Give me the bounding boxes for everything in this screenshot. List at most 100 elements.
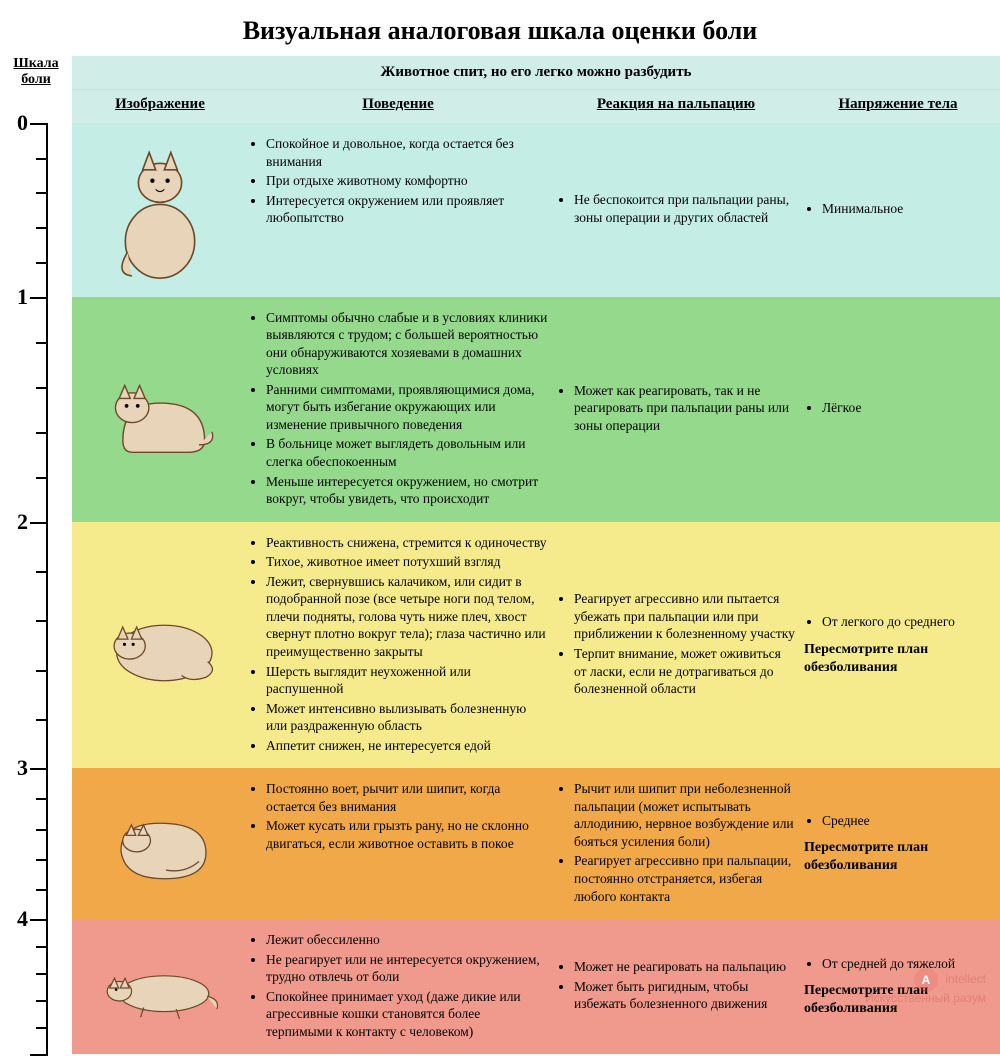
pain-level-row-0: Спокойное и довольное, когда остается бе… bbox=[72, 123, 1000, 297]
col-header-behavior: Поведение bbox=[248, 96, 548, 113]
ruler-minor-tick bbox=[36, 158, 48, 160]
scale-axis-label: Шкалаболи bbox=[8, 56, 64, 88]
ruler-minor-tick bbox=[36, 227, 48, 229]
ruler-minor-tick bbox=[36, 342, 48, 344]
tension-cell: От средней до тяжелой Пересмотрите план о… bbox=[804, 929, 992, 1042]
ruler-major-tick bbox=[30, 768, 48, 770]
behavior-item: Ранними симптомами, проявляющимися дома,… bbox=[266, 381, 548, 434]
ruler-number-0: 0 bbox=[17, 110, 28, 136]
ruler-minor-tick bbox=[36, 620, 48, 622]
behavior-cell: Постоянно воет, рычит или шипит, когда о… bbox=[248, 778, 548, 907]
behavior-cell: Лежит обессиленно Не реагирует или не инт… bbox=[248, 929, 548, 1042]
ruler-minor-tick bbox=[36, 889, 48, 891]
tension-cell: Лёгкое bbox=[804, 307, 992, 510]
behavior-item: Спокойнее принимает уход (даже дикие или… bbox=[266, 988, 548, 1041]
ruler-minor-tick bbox=[36, 1027, 48, 1029]
behavior-item: Меньше интересуется окружением, но смотр… bbox=[266, 473, 548, 508]
behavior-cell: Реактивность снижена, стремится к одиноч… bbox=[248, 532, 548, 757]
cat-sitting-icon bbox=[95, 133, 225, 285]
tension-item: Лёгкое bbox=[822, 399, 992, 417]
cat-hunched-icon bbox=[95, 352, 225, 463]
header-band: Животное спит, но его легко можно разбуд… bbox=[72, 56, 1000, 90]
ruler-minor-tick bbox=[36, 477, 48, 479]
ruler-minor-tick bbox=[36, 798, 48, 800]
behavior-item: Может кусать или грызть рану, но не скло… bbox=[266, 817, 548, 852]
ruler-number-4: 4 bbox=[17, 906, 28, 932]
tension-cell: Минимальное bbox=[804, 133, 992, 285]
ruler-number-2: 2 bbox=[17, 509, 28, 535]
reassess-note: Пересмотрите план обезболивания bbox=[804, 982, 992, 1018]
cat-image-cell bbox=[80, 778, 240, 907]
ruler-number-1: 1 bbox=[17, 284, 28, 310]
ruler-minor-tick bbox=[36, 571, 48, 573]
ruler-minor-tick bbox=[36, 973, 48, 975]
palpation-item: Реагирует агрессивно или пытается убежат… bbox=[574, 590, 796, 643]
palpation-cell: Может как реагировать, так и не реагиров… bbox=[556, 307, 796, 510]
palpation-item: Может как реагировать, так и не реагиров… bbox=[574, 382, 796, 435]
content-area: Животное спит, но его легко можно разбуд… bbox=[72, 56, 1000, 1054]
behavior-item: В больнице может выглядеть довольным или… bbox=[266, 435, 548, 470]
palpation-item: Терпит внимание, может оживиться от ласк… bbox=[574, 645, 796, 698]
pain-level-row-3: Постоянно воет, рычит или шипит, когда о… bbox=[72, 768, 1000, 919]
cat-image-cell bbox=[80, 532, 240, 757]
palpation-item: Может быть ригидным, чтобы избежать боле… bbox=[574, 978, 796, 1013]
tension-item: Среднее bbox=[822, 812, 992, 830]
behavior-item: Лежит обессиленно bbox=[266, 931, 548, 949]
behavior-item: Интересуется окружением или проявляет лю… bbox=[266, 192, 548, 227]
tension-cell: Среднее Пересмотрите план обезболивания bbox=[804, 778, 992, 907]
ruler-major-tick bbox=[30, 522, 48, 524]
behavior-item: Реактивность снижена, стремится к одиноч… bbox=[266, 534, 548, 552]
palpation-cell: Не беспокоится при пальпации раны, зоны … bbox=[556, 133, 796, 285]
behavior-item: При отдыхе животному комфортно bbox=[266, 172, 548, 190]
palpation-item: Может не реагировать на пальпацию bbox=[574, 958, 796, 976]
palpation-cell: Рычит или шипит при неболезненной пальпа… bbox=[556, 778, 796, 907]
behavior-item: Аппетит снижен, не интересуется едой bbox=[266, 737, 548, 755]
ruler-minor-tick bbox=[36, 432, 48, 434]
palpation-item: Реагирует агрессивно при пальпации, пост… bbox=[574, 852, 796, 905]
reassess-note: Пересмотрите план обезболивания bbox=[804, 839, 992, 875]
pain-level-row-2: Реактивность снижена, стремится к одиноч… bbox=[72, 522, 1000, 769]
behavior-item: Может интенсивно вылизывать болезненную … bbox=[266, 700, 548, 735]
behavior-item: Симптомы обычно слабые и в условиях клин… bbox=[266, 309, 548, 379]
behavior-item: Шерсть выглядит неухоженной или распушен… bbox=[266, 663, 548, 698]
reassess-note: Пересмотрите план обезболивания bbox=[804, 641, 992, 677]
ruler-major-tick bbox=[30, 297, 48, 299]
pain-level-row-1: Симптомы обычно слабые и в условиях клин… bbox=[72, 297, 1000, 522]
ruler-minor-tick bbox=[36, 946, 48, 948]
cat-loaf-icon bbox=[95, 601, 225, 688]
ruler-minor-tick bbox=[36, 262, 48, 264]
behavior-item: Лежит, свернувшись калачиком, или сидит … bbox=[266, 573, 548, 661]
cat-image-cell bbox=[80, 133, 240, 285]
pain-scale-ruler: Шкалаболи 0 1 2 3 4 bbox=[0, 56, 72, 1054]
ruler-number-3: 3 bbox=[17, 755, 28, 781]
tension-cell: От легкого до среднего Пересмотрите план … bbox=[804, 532, 992, 757]
ruler-major-tick bbox=[30, 123, 48, 125]
col-header-image: Изображение bbox=[80, 96, 240, 113]
ruler-minor-tick bbox=[36, 387, 48, 389]
tension-item: Минимальное bbox=[822, 200, 992, 218]
palpation-cell: Реагирует агрессивно или пытается убежат… bbox=[556, 532, 796, 757]
ruler-minor-tick bbox=[36, 829, 48, 831]
ruler-minor-tick bbox=[36, 719, 48, 721]
palpation-item: Не беспокоится при пальпации раны, зоны … bbox=[574, 191, 796, 226]
tension-item: От средней до тяжелой bbox=[822, 955, 992, 973]
ruler-minor-tick bbox=[36, 670, 48, 672]
col-header-tension: Напряжение тела bbox=[804, 96, 992, 113]
page-title: Визуальная аналоговая шкала оценки боли bbox=[0, 0, 1000, 56]
palpation-cell: Может не реагировать на пальпацию Может б… bbox=[556, 929, 796, 1042]
pain-level-row-4: Лежит обессиленно Не реагирует или не инт… bbox=[72, 919, 1000, 1054]
behavior-item: Тихое, животное имеет потухший взгляд bbox=[266, 553, 548, 571]
behavior-cell: Симптомы обычно слабые и в условиях клин… bbox=[248, 307, 548, 510]
cat-lying-icon bbox=[95, 949, 225, 1022]
ruler-minor-tick bbox=[36, 192, 48, 194]
cat-image-cell bbox=[80, 929, 240, 1042]
behavior-item: Спокойное и довольное, когда остается бе… bbox=[266, 135, 548, 170]
ruler-minor-tick bbox=[36, 1000, 48, 1002]
behavior-item: Не реагирует или не интересуется окружен… bbox=[266, 951, 548, 986]
ruler-major-tick bbox=[30, 919, 48, 921]
ruler-minor-tick bbox=[36, 859, 48, 861]
tension-item: От легкого до среднего bbox=[822, 613, 992, 631]
col-header-palpation: Реакция на пальпацию bbox=[556, 96, 796, 113]
column-headers: Изображение Поведение Реакция на пальпац… bbox=[72, 90, 1000, 123]
cat-image-cell bbox=[80, 307, 240, 510]
